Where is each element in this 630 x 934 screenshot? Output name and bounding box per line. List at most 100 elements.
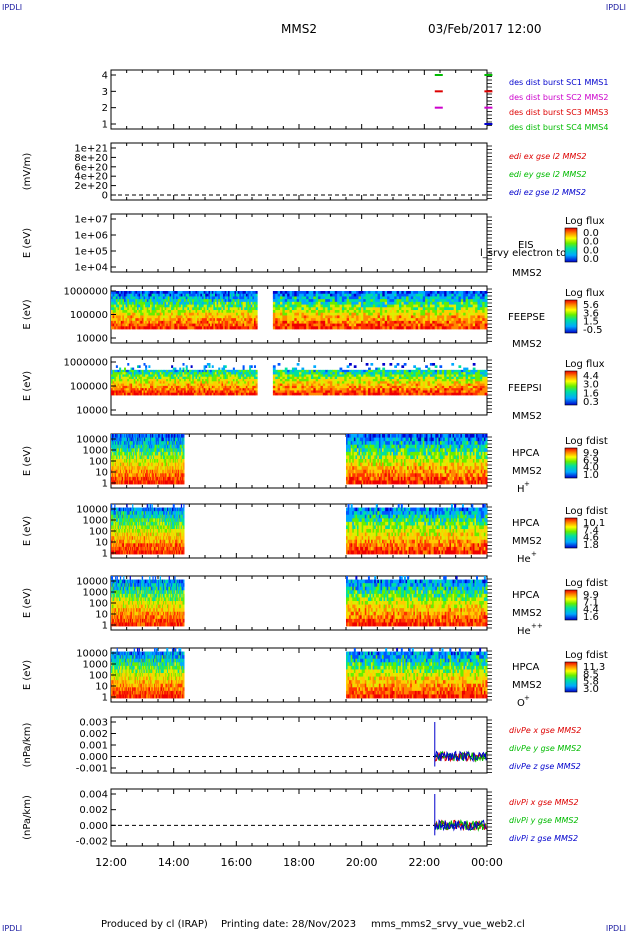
spectrogram-cell bbox=[148, 381, 151, 384]
spectrogram-cell bbox=[334, 392, 338, 396]
spectrogram-cell bbox=[117, 293, 120, 297]
spectrogram-cell bbox=[182, 381, 185, 384]
spectrogram-cell bbox=[470, 320, 474, 324]
spectrogram-cell bbox=[210, 381, 213, 384]
spectrogram-cell bbox=[422, 318, 426, 322]
spectrogram-cell bbox=[221, 310, 224, 314]
spectrogram-cell bbox=[172, 376, 175, 380]
spectrogram-cell bbox=[296, 390, 300, 394]
spectrogram-cell bbox=[177, 320, 180, 324]
spectrogram-cell bbox=[188, 326, 192, 330]
spectrogram-cell bbox=[429, 323, 433, 327]
spectrogram-cell bbox=[284, 320, 288, 324]
burst-marker bbox=[434, 74, 443, 76]
spectrogram-cell bbox=[174, 381, 177, 384]
spectrogram-cell bbox=[208, 376, 211, 380]
spectrogram-cell bbox=[192, 372, 195, 375]
spectrogram-cell bbox=[434, 304, 438, 308]
spectrogram-cell bbox=[427, 307, 431, 311]
spectrogram-cell bbox=[272, 326, 276, 330]
spectrogram-cell bbox=[349, 390, 352, 394]
spectrogram-cell bbox=[252, 374, 255, 378]
spectrogram-cell bbox=[140, 299, 143, 303]
spectrogram-cell bbox=[128, 301, 131, 305]
spectrogram-cell bbox=[432, 320, 436, 324]
spectrogram-cell bbox=[224, 291, 227, 295]
spectrogram-cell bbox=[327, 320, 331, 324]
spectrogram-cell bbox=[413, 381, 417, 384]
spectrogram-cell bbox=[224, 388, 227, 391]
spectrogram-cell bbox=[410, 307, 414, 311]
spectrogram-cell bbox=[182, 383, 185, 387]
spectrogram-cell bbox=[164, 392, 167, 396]
spectrogram-cell bbox=[164, 369, 167, 373]
spectrogram-cell bbox=[130, 374, 133, 378]
spectrogram-cell bbox=[146, 381, 149, 384]
spectrogram-cell bbox=[148, 372, 151, 375]
spectrogram-cell bbox=[415, 326, 419, 330]
spectrogram-cell bbox=[145, 392, 148, 396]
spectrogram-cell bbox=[329, 372, 333, 375]
spectrogram-cell bbox=[398, 369, 402, 373]
spectrogram-cell bbox=[236, 381, 239, 384]
spectrogram-cell bbox=[172, 318, 175, 322]
spectrogram-cell bbox=[229, 390, 232, 394]
spectrogram-cell bbox=[148, 385, 151, 389]
spectrogram-cell bbox=[313, 318, 317, 322]
spectrogram-cell bbox=[306, 293, 309, 297]
spectrogram-cell bbox=[159, 315, 162, 319]
spectrogram-cell bbox=[123, 383, 127, 387]
spectrogram-cell bbox=[193, 326, 196, 330]
spectrogram-cell bbox=[351, 296, 355, 300]
spectrogram-cell bbox=[216, 307, 219, 311]
spectrogram-cell bbox=[117, 388, 120, 391]
spectrogram-cell bbox=[329, 323, 333, 327]
spectrogram-cell bbox=[213, 388, 216, 391]
spectrogram-cell bbox=[232, 383, 235, 387]
spectrogram-cell bbox=[158, 301, 161, 305]
spectrogram-cell bbox=[162, 304, 166, 308]
spectrogram-cell bbox=[193, 304, 196, 308]
spectrogram-cell bbox=[460, 301, 464, 305]
spectrogram-cell bbox=[253, 390, 256, 394]
spectrogram-cell bbox=[470, 326, 474, 330]
spectrogram-cell bbox=[282, 372, 286, 375]
spectrogram-cell bbox=[156, 304, 159, 308]
spectrogram-cell bbox=[272, 365, 276, 368]
spectrogram-cell bbox=[127, 318, 130, 322]
spectrogram-cell bbox=[437, 315, 440, 319]
spectrogram-cell bbox=[227, 304, 231, 308]
spectrogram-cell bbox=[351, 315, 355, 319]
spectrogram-cell bbox=[133, 385, 136, 389]
spectrogram-cell bbox=[434, 381, 438, 384]
spectrogram-cell bbox=[127, 310, 130, 314]
spectrogram-cell bbox=[122, 299, 125, 303]
spectrogram-cell bbox=[141, 293, 144, 297]
spectrogram-cell bbox=[391, 388, 395, 391]
spectrogram-cell bbox=[252, 310, 255, 314]
spectrogram-cell bbox=[408, 323, 412, 327]
spectrogram-cell bbox=[484, 310, 488, 314]
spectrogram-cell bbox=[310, 304, 314, 308]
spectrogram-cell bbox=[408, 379, 412, 382]
spectrogram-cell bbox=[394, 390, 397, 394]
spectrogram-cell bbox=[453, 318, 457, 322]
spectrogram-cell bbox=[127, 320, 130, 324]
spectrogram-cell bbox=[158, 312, 161, 316]
spectrogram-cell bbox=[161, 293, 164, 297]
spectrogram-cell bbox=[432, 388, 436, 391]
spectrogram-cell bbox=[119, 318, 122, 322]
spectrogram-cell bbox=[177, 379, 180, 382]
spectrogram-cell bbox=[219, 312, 222, 316]
spectrogram-cell bbox=[477, 326, 481, 330]
spectrogram-cell bbox=[275, 381, 279, 384]
spectrogram-cell bbox=[427, 374, 431, 378]
spectrogram-cell bbox=[475, 392, 478, 396]
spectrogram-cell bbox=[379, 390, 383, 394]
spectrogram-cell bbox=[280, 293, 283, 297]
spectrogram-cell bbox=[356, 388, 359, 391]
spectrogram-cell bbox=[140, 307, 143, 311]
spectrogram-cell bbox=[463, 392, 466, 396]
instrument-label: FEEPSI bbox=[508, 383, 542, 394]
spectrogram-cell bbox=[272, 301, 276, 305]
